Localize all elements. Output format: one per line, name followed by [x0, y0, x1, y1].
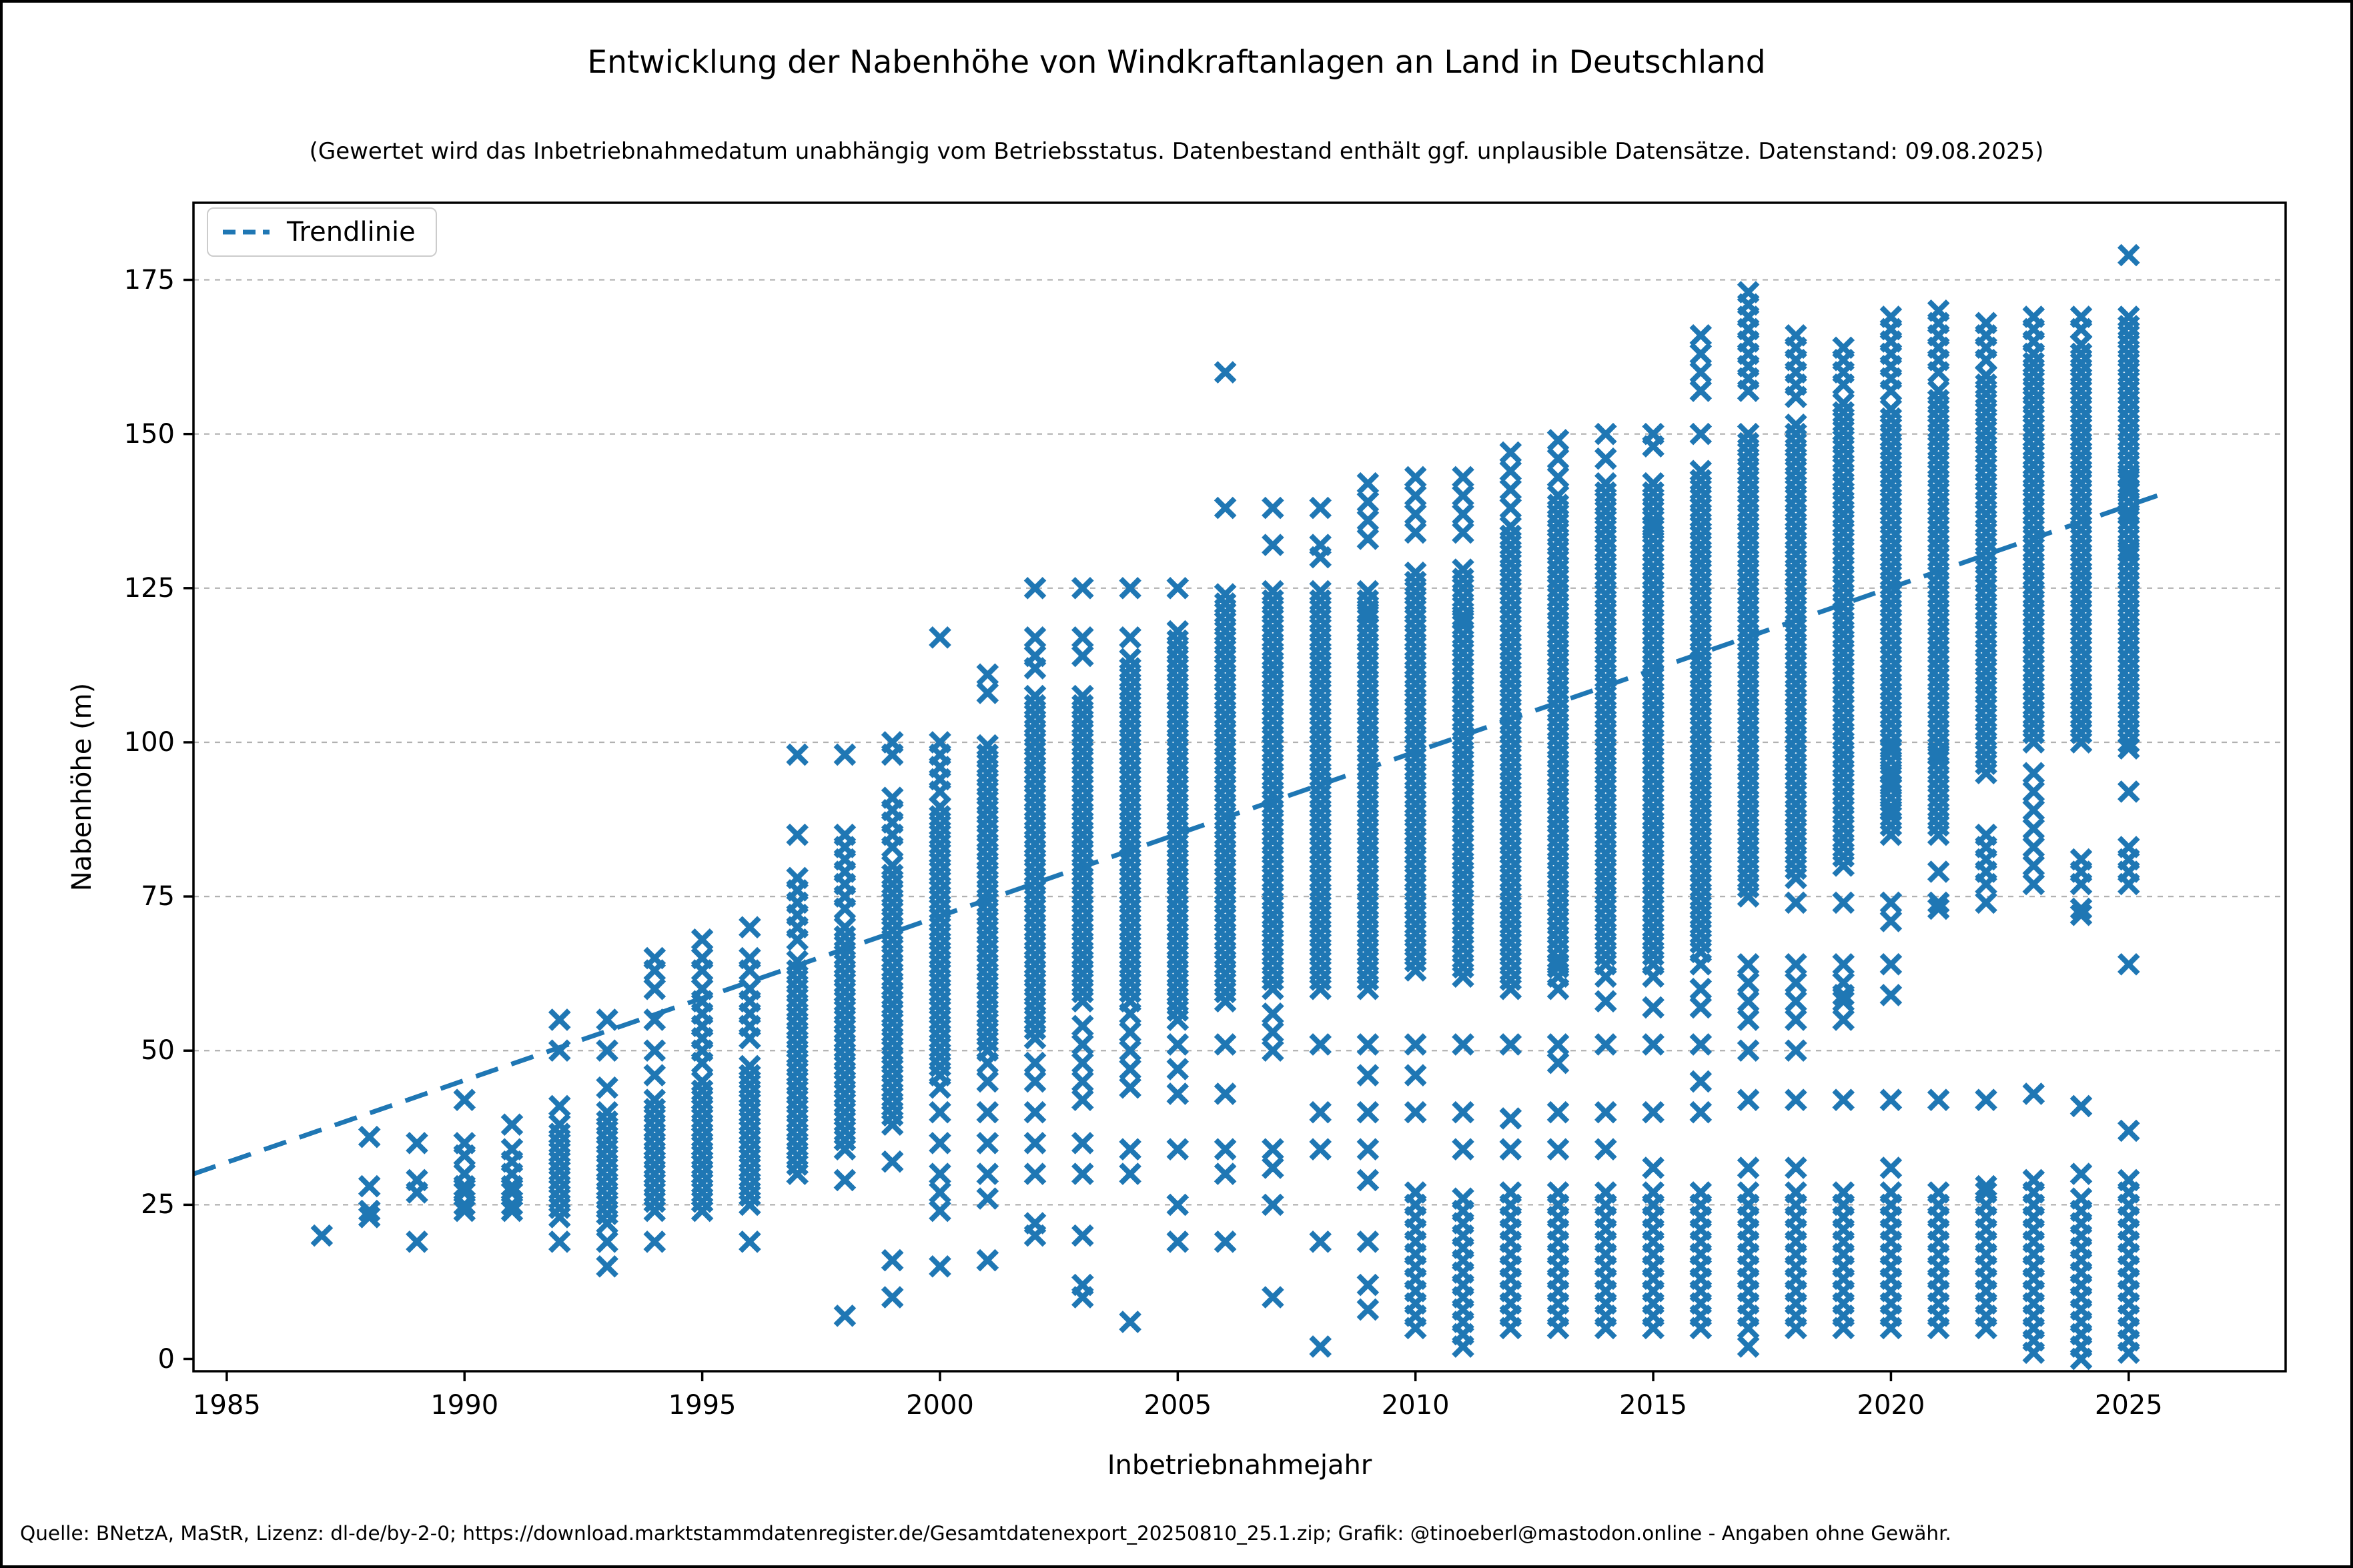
- scatter-column-1994: [643, 946, 666, 1253]
- scatter-plot-canvas: [183, 201, 2287, 1381]
- scatter-column-2018: [1785, 323, 1807, 1340]
- scatter-column-2017: [1737, 281, 1760, 1358]
- scatter-column-2013: [1546, 429, 1570, 1340]
- scatter-column-1989: [406, 1132, 428, 1253]
- scatter-column-2011: [1452, 466, 1474, 1358]
- source-note: Quelle: BNetzA, MaStR, Lizenz: dl-de/by-…: [20, 1522, 1951, 1545]
- tick-marks: [183, 278, 2130, 1381]
- scatter-column-2000: [929, 626, 951, 1278]
- scatter-column-2001: [976, 663, 999, 1272]
- scatter-column-1993: [596, 1008, 618, 1278]
- legend-label-trendlinie: Trendlinie: [287, 217, 416, 247]
- scatter-column-2009: [1356, 472, 1380, 1321]
- x-tick-label-1995: 1995: [668, 1390, 737, 1421]
- scatter-column-2023: [2022, 305, 2045, 1365]
- scatter-column-1990: [453, 1088, 476, 1223]
- x-tick-label-2015: 2015: [1619, 1390, 1687, 1421]
- y-tick-label-150: 150: [123, 418, 175, 450]
- scatter-column-2007: [1262, 496, 1284, 1309]
- gridlines: [193, 279, 2286, 1206]
- scatter-column-2004: [1119, 576, 1141, 1333]
- scatter-column-2016: [1689, 323, 1713, 1340]
- scatter-column-2015: [1642, 422, 1665, 1340]
- scatter-column-1995: [690, 928, 714, 1223]
- trendline-legend-sample-icon: [223, 229, 270, 235]
- scatter-column-2024: [2069, 305, 2093, 1371]
- scatter-markers: [310, 243, 2140, 1371]
- scatter-column-2003: [1071, 576, 1094, 1309]
- legend-box: Trendlinie: [207, 207, 437, 257]
- scatter-column-2008: [1309, 496, 1332, 1358]
- x-tick-label-2025: 2025: [2094, 1390, 2163, 1421]
- x-tick-label-2000: 2000: [906, 1390, 974, 1421]
- chart-title: Entwicklung der Nabenhöhe von Windkrafta…: [587, 44, 1766, 81]
- x-tick-label-2010: 2010: [1381, 1390, 1450, 1421]
- x-tick-label-2005: 2005: [1143, 1390, 1212, 1421]
- scatter-column-1988: [358, 1125, 381, 1229]
- scatter-column-2020: [1879, 305, 1903, 1340]
- scatter-column-1999: [881, 731, 904, 1309]
- y-tick-label-25: 25: [141, 1189, 175, 1221]
- scatter-column-2025: [2117, 243, 2140, 1365]
- y-tick-label-100: 100: [123, 726, 175, 758]
- scatter-column-1997: [786, 743, 809, 1185]
- x-tick-label-1990: 1990: [430, 1390, 499, 1421]
- x-axis-label: Inbetriebnahmejahr: [1107, 1450, 1372, 1481]
- scatter-column-2010: [1404, 466, 1427, 1340]
- axes-frame: [192, 201, 2287, 1373]
- scatter-column-1992: [548, 1008, 571, 1253]
- y-axis-label: Nabenhöhe (m): [67, 682, 97, 892]
- scatter-column-2005: [1166, 576, 1190, 1253]
- y-tick-label-75: 75: [141, 881, 175, 912]
- y-tick-label-125: 125: [123, 572, 175, 604]
- scatter-column-2014: [1594, 422, 1617, 1340]
- y-tick-label-0: 0: [157, 1343, 175, 1375]
- trendline: [192, 493, 2158, 1177]
- x-tick-label-2020: 2020: [1857, 1390, 1925, 1421]
- scatter-column-2021: [1927, 299, 1950, 1340]
- scatter-column-2019: [1832, 336, 1855, 1340]
- scatter-column-2002: [1023, 576, 1047, 1247]
- scatter-column-1987: [310, 1224, 334, 1247]
- y-tick-label-50: 50: [141, 1035, 175, 1066]
- scatter-column-2012: [1499, 441, 1522, 1340]
- scatter-column-1991: [500, 1113, 524, 1223]
- scatter-column-2022: [1975, 311, 1997, 1340]
- scatter-column-1998: [833, 743, 857, 1327]
- chart-subtitle: (Gewertet wird das Inbetriebnahmedatum u…: [309, 138, 2044, 165]
- scatter-column-1996: [739, 916, 761, 1253]
- x-tick-label-1985: 1985: [192, 1390, 261, 1421]
- y-tick-label-175: 175: [123, 264, 175, 295]
- scatter-column-2006: [1214, 361, 1237, 1253]
